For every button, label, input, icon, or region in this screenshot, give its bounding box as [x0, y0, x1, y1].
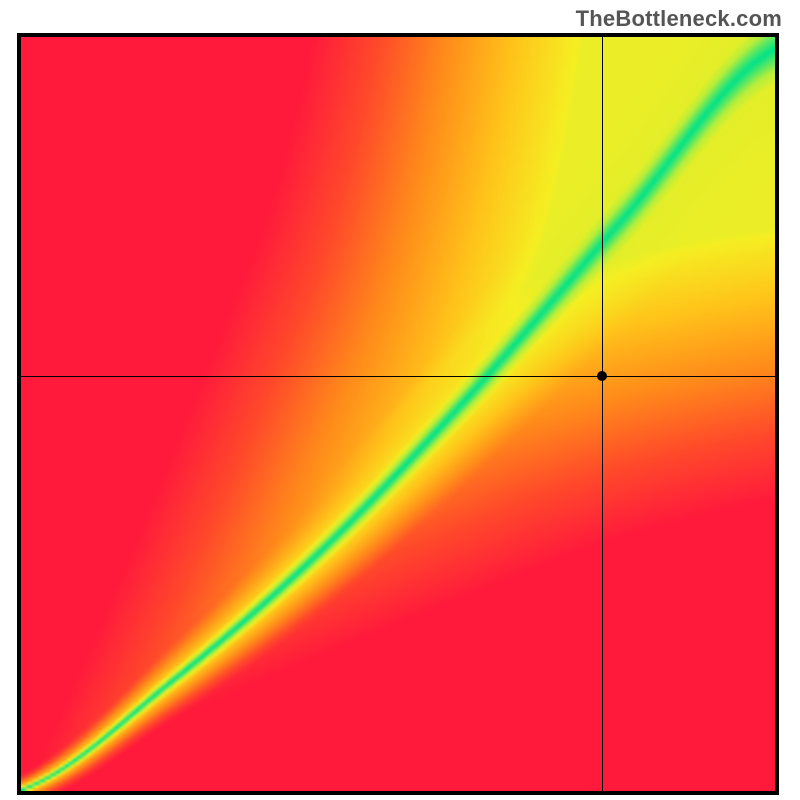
marker-dot-icon: [597, 371, 607, 381]
crosshair-vertical: [602, 37, 603, 791]
bottleneck-heatmap: [21, 37, 775, 791]
watermark-text: TheBottleneck.com: [576, 6, 782, 32]
figure-container: TheBottleneck.com: [0, 0, 800, 800]
plot-frame: [17, 33, 779, 795]
crosshair-horizontal: [21, 376, 775, 377]
